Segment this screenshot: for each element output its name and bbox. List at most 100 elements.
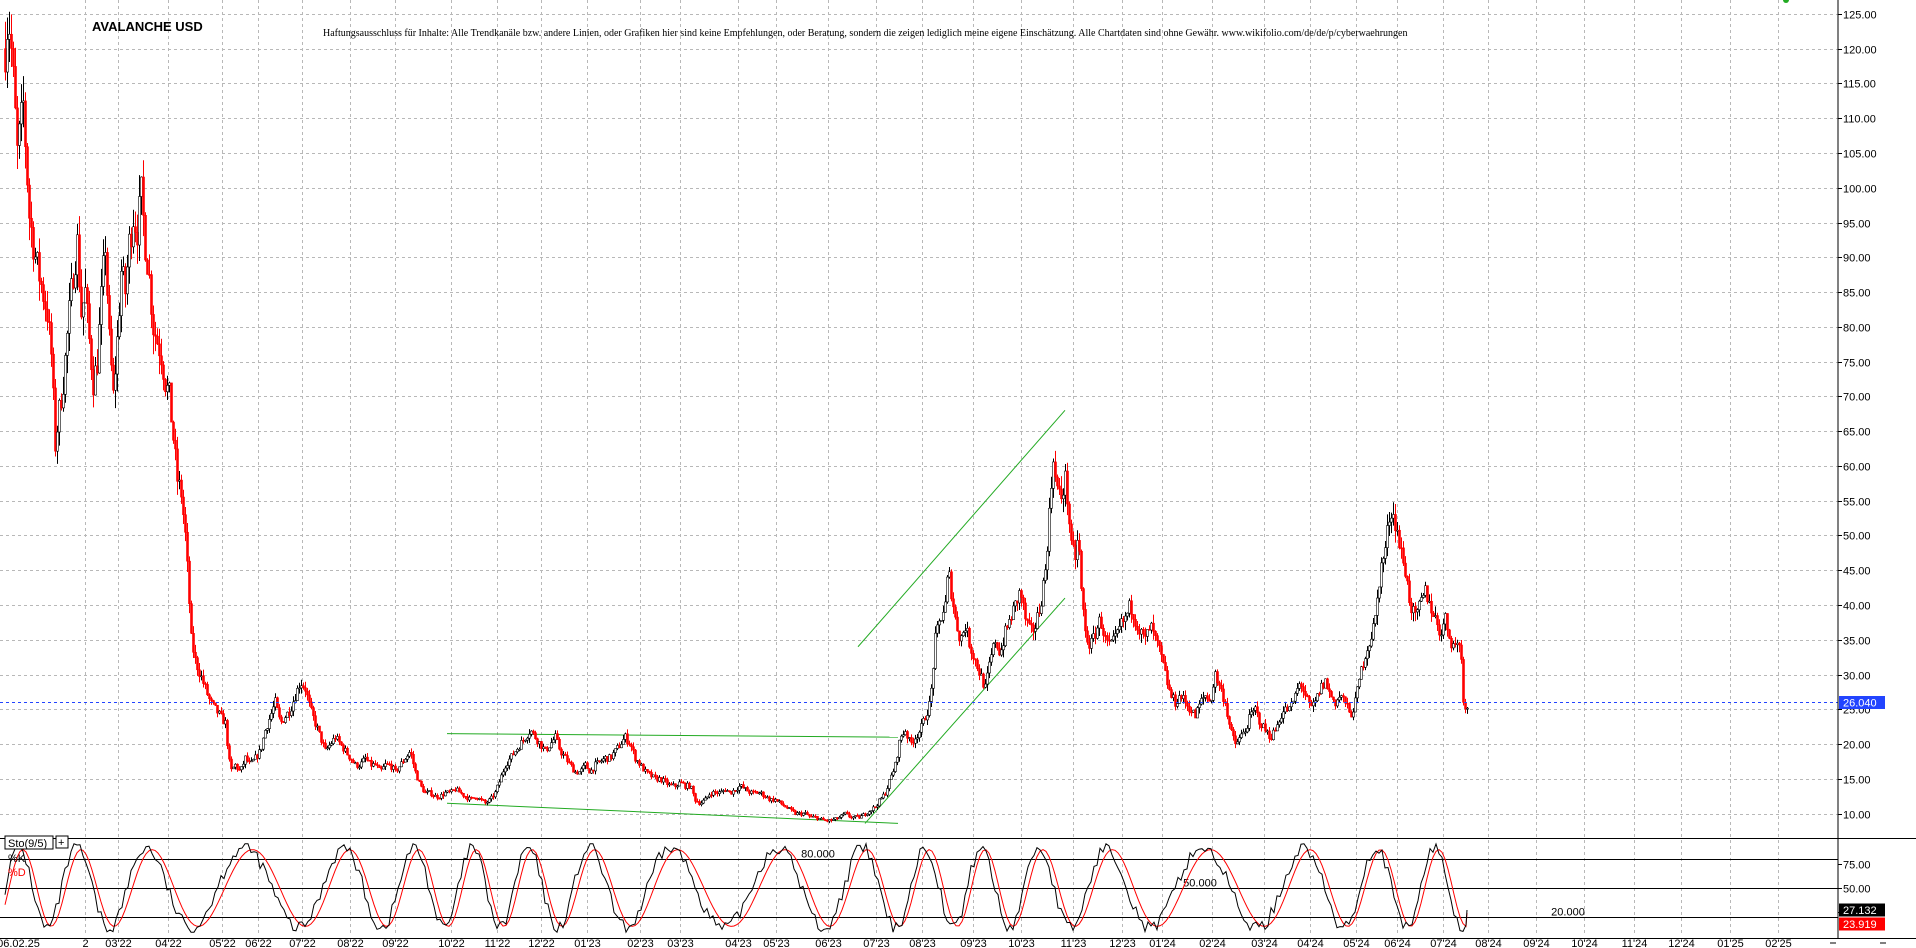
candle[interactable] — [1212, 683, 1215, 702]
candle[interactable] — [634, 748, 637, 764]
candle[interactable] — [1436, 612, 1439, 631]
candle[interactable] — [1196, 706, 1199, 719]
candle[interactable] — [242, 760, 245, 770]
candle[interactable] — [352, 758, 355, 764]
candle[interactable] — [204, 681, 207, 690]
candle[interactable] — [1398, 525, 1401, 550]
candle[interactable] — [494, 789, 497, 799]
candle[interactable] — [150, 270, 153, 329]
candle[interactable] — [56, 425, 59, 464]
candle[interactable] — [898, 739, 901, 762]
candle[interactable] — [382, 763, 385, 770]
candle[interactable] — [196, 655, 199, 676]
candle[interactable] — [1058, 477, 1061, 495]
candle[interactable] — [1268, 726, 1271, 743]
stochastic-lines[interactable] — [4, 842, 1468, 934]
candle[interactable] — [878, 798, 881, 808]
candle[interactable] — [146, 258, 149, 275]
candle[interactable] — [232, 766, 235, 770]
candle[interactable] — [946, 574, 949, 604]
candle[interactable] — [628, 740, 631, 747]
candle[interactable] — [1168, 679, 1171, 691]
candle[interactable] — [1258, 711, 1261, 730]
candle[interactable] — [1402, 541, 1405, 567]
candle[interactable] — [290, 706, 293, 718]
candle[interactable] — [842, 812, 845, 817]
candle[interactable] — [44, 290, 47, 322]
candle[interactable] — [202, 669, 205, 688]
candle[interactable] — [888, 779, 891, 792]
candle[interactable] — [960, 634, 963, 647]
candle[interactable] — [550, 737, 553, 749]
candle[interactable] — [1312, 698, 1315, 712]
candle[interactable] — [1146, 629, 1149, 642]
candle[interactable] — [160, 338, 163, 375]
candle[interactable] — [422, 783, 425, 793]
candle[interactable] — [406, 754, 409, 763]
candle[interactable] — [1332, 696, 1335, 703]
candle[interactable] — [978, 664, 981, 681]
candle[interactable] — [630, 742, 633, 752]
candle[interactable] — [414, 762, 417, 774]
candle[interactable] — [1072, 531, 1075, 548]
candle[interactable] — [1462, 656, 1465, 706]
candle[interactable] — [1264, 718, 1267, 733]
candle[interactable] — [490, 793, 493, 802]
candle[interactable] — [894, 761, 897, 773]
candle[interactable] — [674, 783, 677, 790]
candle[interactable] — [638, 758, 641, 768]
candle[interactable] — [784, 804, 787, 808]
candle[interactable] — [1344, 696, 1347, 708]
candle[interactable] — [1466, 707, 1469, 714]
candle[interactable] — [500, 772, 503, 783]
candle[interactable] — [1250, 707, 1253, 718]
candle[interactable] — [896, 756, 899, 766]
candle[interactable] — [260, 748, 263, 752]
candle[interactable] — [876, 803, 879, 810]
candle[interactable] — [1068, 501, 1071, 533]
candle[interactable] — [870, 810, 873, 815]
candle[interactable] — [384, 759, 387, 771]
candle[interactable] — [114, 356, 117, 409]
candle[interactable] — [682, 780, 685, 784]
candle[interactable] — [412, 750, 415, 768]
candle[interactable] — [358, 764, 361, 770]
candle[interactable] — [1230, 721, 1233, 731]
candle[interactable] — [28, 178, 31, 241]
candle[interactable] — [488, 797, 491, 804]
candle[interactable] — [648, 770, 651, 775]
candle[interactable] — [790, 805, 793, 812]
candle[interactable] — [1116, 628, 1119, 638]
candle[interactable] — [1192, 709, 1195, 713]
candle[interactable] — [1216, 669, 1219, 686]
candle[interactable] — [1220, 679, 1223, 692]
candle[interactable] — [1320, 679, 1323, 695]
candle[interactable] — [74, 261, 77, 294]
candle[interactable] — [806, 810, 809, 816]
candle[interactable] — [846, 810, 849, 815]
candle[interactable] — [362, 755, 365, 763]
candle[interactable] — [180, 474, 183, 504]
candle[interactable] — [614, 748, 617, 757]
candle[interactable] — [220, 707, 223, 715]
candle[interactable] — [98, 307, 101, 374]
candle[interactable] — [1040, 601, 1043, 616]
candle[interactable] — [932, 667, 935, 696]
stochastic-label-box[interactable] — [4, 835, 54, 850]
candle[interactable] — [1326, 677, 1329, 690]
candle[interactable] — [580, 766, 583, 775]
candle[interactable] — [926, 709, 929, 725]
candle[interactable] — [50, 313, 53, 367]
candle[interactable] — [298, 682, 301, 694]
candle[interactable] — [962, 630, 965, 637]
candle[interactable] — [410, 748, 413, 759]
candle[interactable] — [1184, 690, 1187, 709]
candle[interactable] — [712, 789, 715, 798]
trendline[interactable] — [864, 597, 1066, 824]
candle[interactable] — [340, 741, 343, 746]
candle[interactable] — [582, 762, 585, 772]
candle[interactable] — [646, 769, 649, 774]
candle[interactable] — [186, 522, 189, 573]
candle[interactable] — [496, 784, 499, 794]
candle[interactable] — [914, 734, 917, 749]
